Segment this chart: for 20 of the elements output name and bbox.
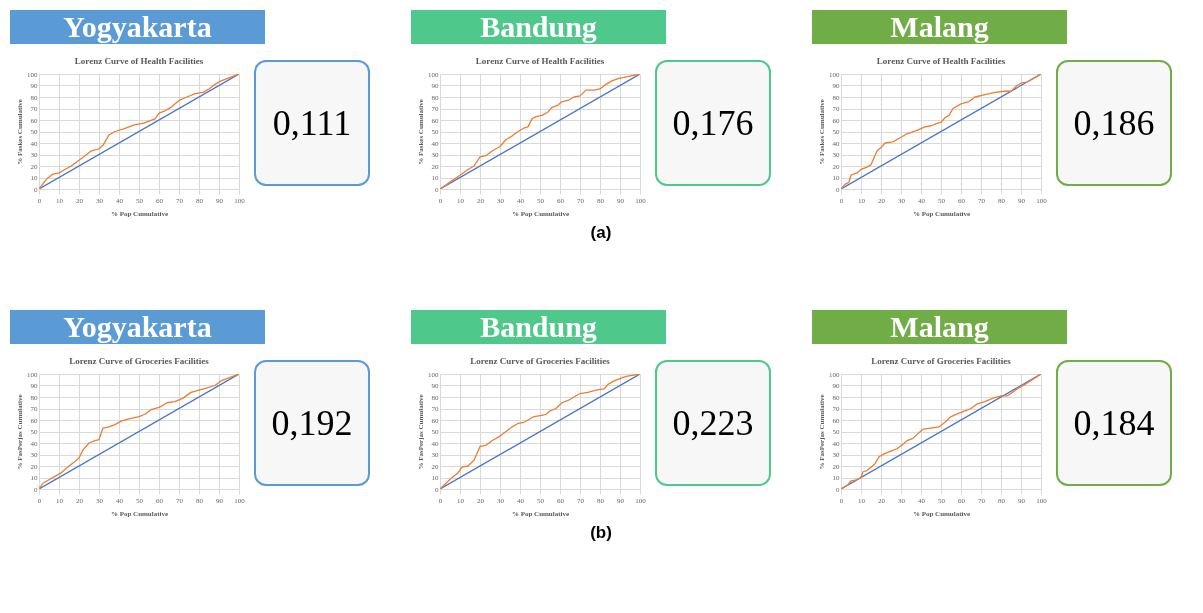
- text: (b): [589, 523, 613, 543]
- rounded-box: 0,223: [655, 360, 771, 486]
- rounded-box: 0,111: [254, 60, 370, 186]
- chart-subtitle: Lorenz Curve of Groceries Facilities: [69, 356, 210, 366]
- chart-subtitle: Lorenz Curve of Health Facilities: [74, 56, 204, 66]
- text: (a): [589, 223, 613, 243]
- chart-subtitle: Lorenz Curve of Groceries Facilities: [871, 356, 1012, 366]
- chart-title: Bandung: [411, 310, 666, 344]
- chart-subtitle: Lorenz Curve of Health Facilities: [475, 56, 605, 66]
- chart-subtitle: Lorenz Curve of Groceries Facilities: [470, 356, 611, 366]
- chart-title: Malang: [812, 310, 1067, 344]
- chart-title: Malang: [812, 10, 1067, 44]
- rounded-box: 0,184: [1056, 360, 1172, 486]
- rounded-box: 0,176: [655, 60, 771, 186]
- rounded-box: 0,192: [254, 360, 370, 486]
- rounded-box: 0,186: [1056, 60, 1172, 186]
- chart-title: Yogyakarta: [10, 10, 265, 44]
- chart-title: Yogyakarta: [10, 310, 265, 344]
- chart-subtitle: Lorenz Curve of Health Facilities: [876, 56, 1006, 66]
- chart-title: Bandung: [411, 10, 666, 44]
